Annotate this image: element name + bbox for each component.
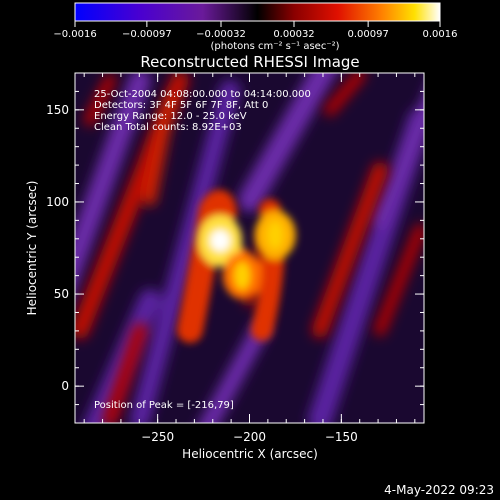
- y-tick-label: 0: [61, 379, 69, 393]
- peak-position-label: Position of Peak = [-216,79]: [94, 400, 234, 411]
- colorbar-tick-label: −0.00032: [196, 29, 246, 40]
- colorbar-ticks: −0.0016 −0.00097 −0.00032 0.00032 0.00097 0.0…: [53, 21, 458, 40]
- annotation-line: 25-Oct-2004 04:08:00.000 to 04:14:00.000: [94, 89, 311, 100]
- chart-title: Reconstructed RHESSI Image: [140, 53, 359, 71]
- background-streak: [374, 224, 424, 336]
- y-axis-label: Heliocentric Y (arcsec): [25, 181, 39, 316]
- background-streak: [371, 94, 424, 229]
- annotation-line: Clean Total counts: 8.92E+03: [94, 122, 242, 133]
- background-streak: [199, 321, 269, 423]
- background-streak: [103, 323, 147, 423]
- source-core: [234, 261, 251, 290]
- colorbar-unit-label: (photons cm⁻² s⁻¹ asec⁻²): [210, 41, 339, 52]
- y-tick-label: 50: [54, 287, 69, 301]
- y-tick-label: 100: [46, 195, 69, 209]
- background-streak: [144, 94, 176, 206]
- heatmap-image: [75, 73, 424, 423]
- footer-date: 4-May-2022 09:23: [384, 483, 494, 497]
- background-streak: [312, 162, 388, 338]
- annotation-line: Detectors: 3F 4F 5F 6F 7F 8F, Att 0: [94, 100, 268, 111]
- colorbar-tick-label: 0.00097: [347, 29, 388, 40]
- colorbar-tick-label: −0.0016: [53, 29, 96, 40]
- annotation-line: Energy Range: 12.0 - 25.0 keV: [94, 111, 247, 122]
- annotation-block: 25-Oct-2004 04:08:00.000 to 04:14:00.000…: [94, 89, 311, 133]
- background-streak: [324, 73, 366, 116]
- colorbar-tick-label: 0.00032: [273, 29, 314, 40]
- x-axis-label: Heliocentric X (arcsec): [182, 447, 318, 461]
- colorbar-tick-label: 0.0016: [423, 29, 458, 40]
- x-tick-label: −200: [233, 430, 266, 444]
- x-tick-label: −250: [141, 430, 174, 444]
- peak-core: [210, 229, 231, 252]
- background-streak: [130, 80, 240, 423]
- colorbar: [74, 2, 441, 22]
- y-tick-label: 150: [46, 103, 69, 117]
- colorbar-tick-label: −0.00097: [122, 29, 172, 40]
- x-axis: −250 −200 −150: [83, 73, 416, 444]
- source-core: [267, 221, 284, 250]
- background-streak: [84, 74, 116, 126]
- background-streak: [75, 73, 151, 291]
- y-axis: 0 50 100 150: [46, 72, 424, 406]
- background-streak: [238, 73, 337, 212]
- x-tick-label: −150: [325, 430, 358, 444]
